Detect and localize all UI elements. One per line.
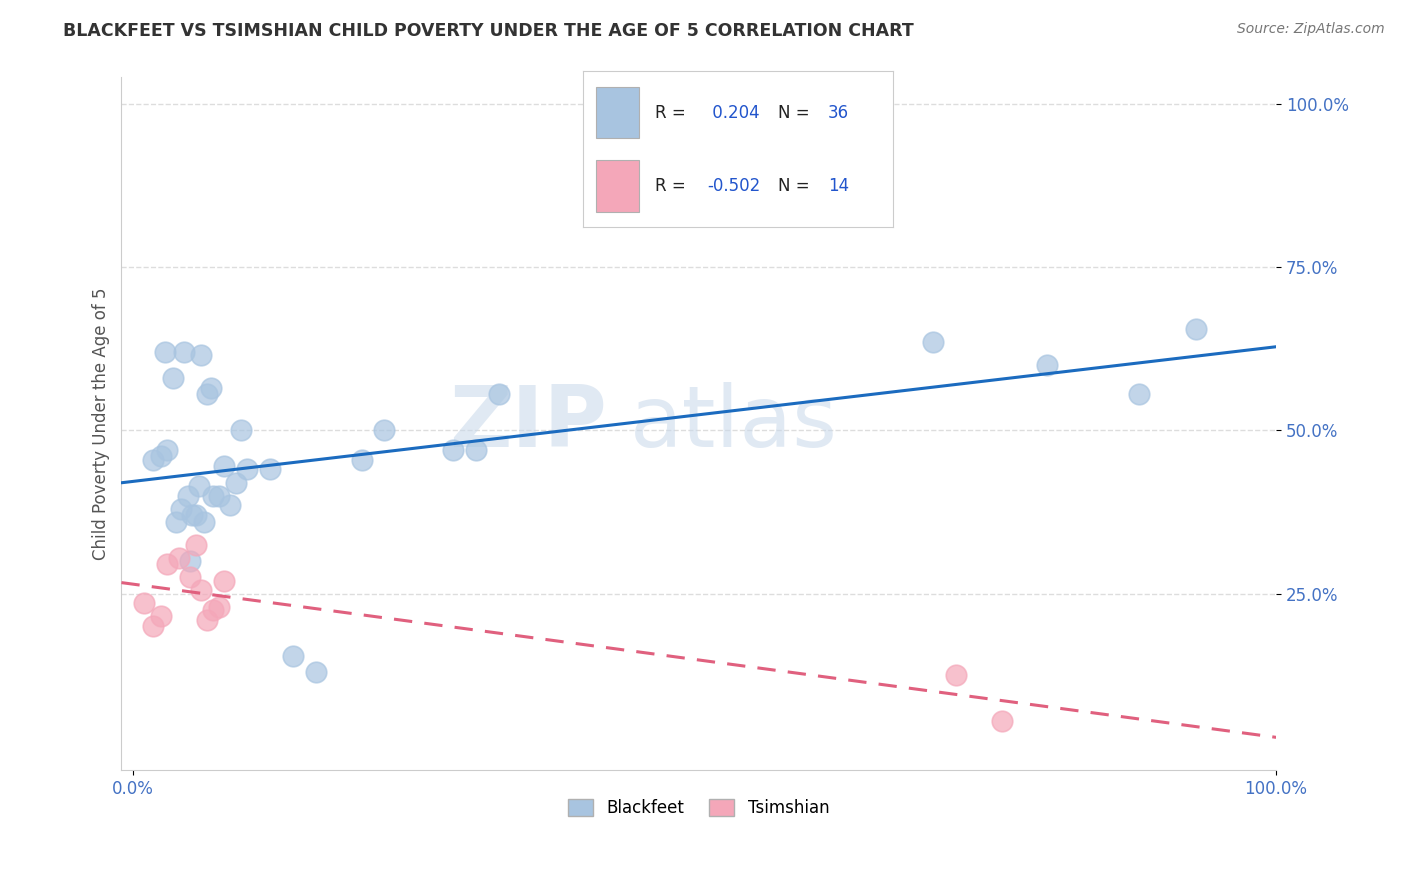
Point [193, 515, 215, 529]
Text: 36: 36 [828, 103, 849, 121]
Point [188, 479, 211, 493]
Point [219, 499, 242, 513]
Point [945, 668, 967, 682]
Point [441, 442, 464, 457]
Text: -0.502: -0.502 [707, 178, 761, 195]
Point [207, 599, 229, 614]
Point [201, 489, 224, 503]
Text: R =: R = [655, 178, 685, 195]
Point [165, 515, 187, 529]
Point [173, 344, 195, 359]
Text: Source: ZipAtlas.com: Source: ZipAtlas.com [1237, 22, 1385, 37]
Point [236, 462, 259, 476]
Point [142, 452, 165, 467]
Legend: Blackfeet, Tsimshian: Blackfeet, Tsimshian [561, 792, 837, 824]
Point [142, 619, 165, 633]
Point [179, 570, 201, 584]
Point [150, 609, 173, 624]
Point [464, 442, 486, 457]
Point [281, 648, 304, 663]
Point [184, 538, 207, 552]
Point [488, 387, 510, 401]
Point [179, 554, 201, 568]
Point [922, 334, 945, 349]
Point [1128, 387, 1150, 401]
Text: R =: R = [655, 103, 685, 121]
Point [200, 381, 222, 395]
Point [190, 348, 212, 362]
Point [214, 459, 236, 474]
Point [150, 450, 173, 464]
Text: N =: N = [779, 178, 810, 195]
Text: ZIP: ZIP [449, 382, 606, 466]
Point [214, 574, 236, 588]
FancyBboxPatch shape [596, 161, 640, 212]
Point [1185, 322, 1208, 336]
Point [373, 423, 395, 437]
Point [184, 508, 207, 523]
Point [170, 501, 193, 516]
Point [201, 603, 224, 617]
Point [207, 489, 229, 503]
Point [167, 550, 190, 565]
Text: N =: N = [779, 103, 810, 121]
Point [231, 423, 253, 437]
FancyBboxPatch shape [596, 87, 640, 138]
Point [156, 442, 179, 457]
Point [195, 387, 218, 401]
Point [153, 344, 176, 359]
Point [162, 371, 184, 385]
Point [305, 665, 328, 679]
Text: 14: 14 [828, 178, 849, 195]
Point [156, 558, 179, 572]
Text: BLACKFEET VS TSIMSHIAN CHILD POVERTY UNDER THE AGE OF 5 CORRELATION CHART: BLACKFEET VS TSIMSHIAN CHILD POVERTY UND… [63, 22, 914, 40]
Point [990, 714, 1012, 728]
Point [225, 475, 247, 490]
Point [181, 508, 204, 523]
Point [1036, 358, 1059, 372]
Point [195, 613, 218, 627]
Text: atlas: atlas [630, 382, 838, 466]
Text: 0.204: 0.204 [707, 103, 759, 121]
Y-axis label: Child Poverty Under the Age of 5: Child Poverty Under the Age of 5 [93, 287, 110, 560]
Point [350, 452, 373, 467]
Point [259, 462, 281, 476]
Point [177, 489, 200, 503]
Point [190, 583, 212, 598]
Point [134, 596, 156, 610]
